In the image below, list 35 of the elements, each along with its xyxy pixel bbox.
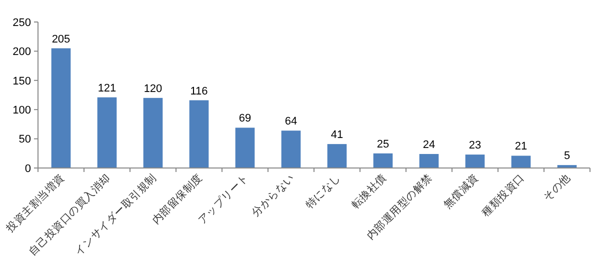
data-label: 121 — [98, 82, 116, 94]
data-label: 205 — [52, 33, 70, 46]
y-tick-label: 150 — [12, 75, 31, 88]
data-label: 5 — [564, 150, 570, 162]
bar — [235, 128, 255, 168]
data-label: 21 — [514, 140, 528, 153]
bar — [419, 154, 439, 168]
y-tick-label: 100 — [12, 104, 31, 116]
x-tick-label: その他 — [541, 172, 574, 204]
x-tick-label: 種類投資口 — [480, 172, 528, 220]
bar — [281, 130, 301, 168]
data-label: 69 — [238, 112, 252, 125]
data-label: 120 — [144, 82, 162, 95]
data-label: 116 — [190, 85, 208, 98]
x-tick-label: 分からない — [250, 172, 298, 220]
y-tick-label: 250 — [12, 16, 31, 29]
bar — [143, 98, 163, 168]
data-label: 64 — [284, 116, 298, 128]
data-label: 24 — [422, 138, 436, 151]
data-label: 41 — [330, 129, 344, 142]
y-tick-label: 0 — [24, 162, 31, 175]
bar — [189, 100, 209, 168]
bar — [511, 156, 531, 168]
x-tick-label: 転換社債 — [348, 170, 390, 212]
x-tick-label: 特になし — [304, 172, 344, 212]
y-tick-label: 50 — [18, 134, 31, 146]
x-tick-label: 無償減資 — [440, 170, 482, 212]
bar — [51, 48, 71, 168]
bar — [465, 154, 485, 168]
data-label: 23 — [468, 140, 482, 152]
bar — [327, 144, 347, 168]
y-tick-label: 200 — [12, 46, 31, 58]
bar — [373, 153, 393, 168]
bar — [97, 97, 117, 168]
data-label: 25 — [376, 138, 390, 150]
